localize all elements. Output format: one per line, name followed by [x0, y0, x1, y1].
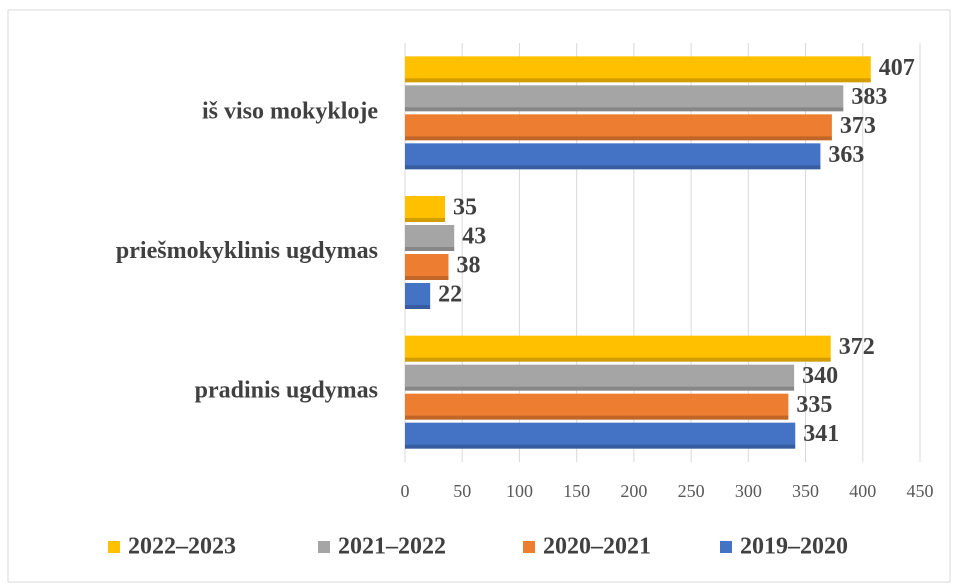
bar-shadow — [405, 305, 431, 309]
x-tick-label: 300 — [735, 481, 762, 501]
bar — [405, 422, 796, 449]
bar — [405, 56, 871, 83]
x-tick-label: 50 — [453, 481, 471, 501]
y-tick-label: priešmokyklinis ugdymas — [116, 238, 378, 264]
bar-shadow — [405, 218, 446, 222]
data-label: 372 — [839, 334, 875, 360]
legend-swatch — [318, 541, 330, 553]
data-label: 407 — [879, 55, 915, 81]
x-tick-label: 0 — [401, 481, 410, 501]
legend-swatch — [720, 541, 732, 553]
legend-label: 2021–2022 — [338, 534, 446, 560]
bar — [405, 85, 844, 112]
bar — [405, 364, 795, 391]
data-label: 373 — [840, 113, 876, 139]
x-tick-label: 350 — [792, 481, 819, 501]
x-tick-label: 450 — [907, 481, 934, 501]
data-label: 22 — [438, 282, 462, 308]
bar-shadow — [405, 247, 455, 251]
y-tick-label: pradinis ugdymas — [195, 378, 378, 404]
data-label: 363 — [828, 142, 864, 168]
bar — [405, 393, 789, 420]
x-tick-label: 400 — [849, 481, 876, 501]
bar — [405, 196, 446, 222]
bar — [405, 254, 449, 280]
legend-swatch — [523, 541, 535, 553]
y-tick-label: iš viso mokykloje — [202, 98, 378, 124]
bar — [405, 335, 831, 362]
legend-swatch — [108, 541, 120, 553]
bar-shadow — [405, 276, 449, 280]
x-tick-label: 100 — [506, 481, 533, 501]
bar — [405, 114, 832, 141]
bar-shadow — [405, 386, 795, 391]
bar-shadow — [405, 136, 832, 141]
bar-shadow — [405, 415, 789, 420]
bar — [405, 143, 821, 170]
data-label: 38 — [456, 253, 480, 279]
data-label: 341 — [803, 421, 839, 447]
bar-shadow — [405, 444, 796, 449]
legend-label: 2022–2023 — [128, 534, 236, 560]
data-label: 340 — [802, 363, 838, 389]
bar — [405, 225, 455, 251]
bar-shadow — [405, 107, 844, 112]
legend-label: 2019–2020 — [740, 534, 848, 560]
data-label: 35 — [453, 195, 477, 221]
data-label: 43 — [462, 224, 486, 250]
x-tick-label: 250 — [678, 481, 705, 501]
bar — [405, 283, 431, 309]
bar-shadow — [405, 78, 871, 83]
legend-label: 2020–2021 — [543, 534, 651, 560]
bar-shadow — [405, 165, 821, 170]
data-label: 383 — [851, 84, 887, 110]
x-tick-label: 200 — [620, 481, 647, 501]
bar-shadow — [405, 357, 831, 362]
x-tick-label: 150 — [563, 481, 590, 501]
data-label: 335 — [796, 392, 832, 418]
